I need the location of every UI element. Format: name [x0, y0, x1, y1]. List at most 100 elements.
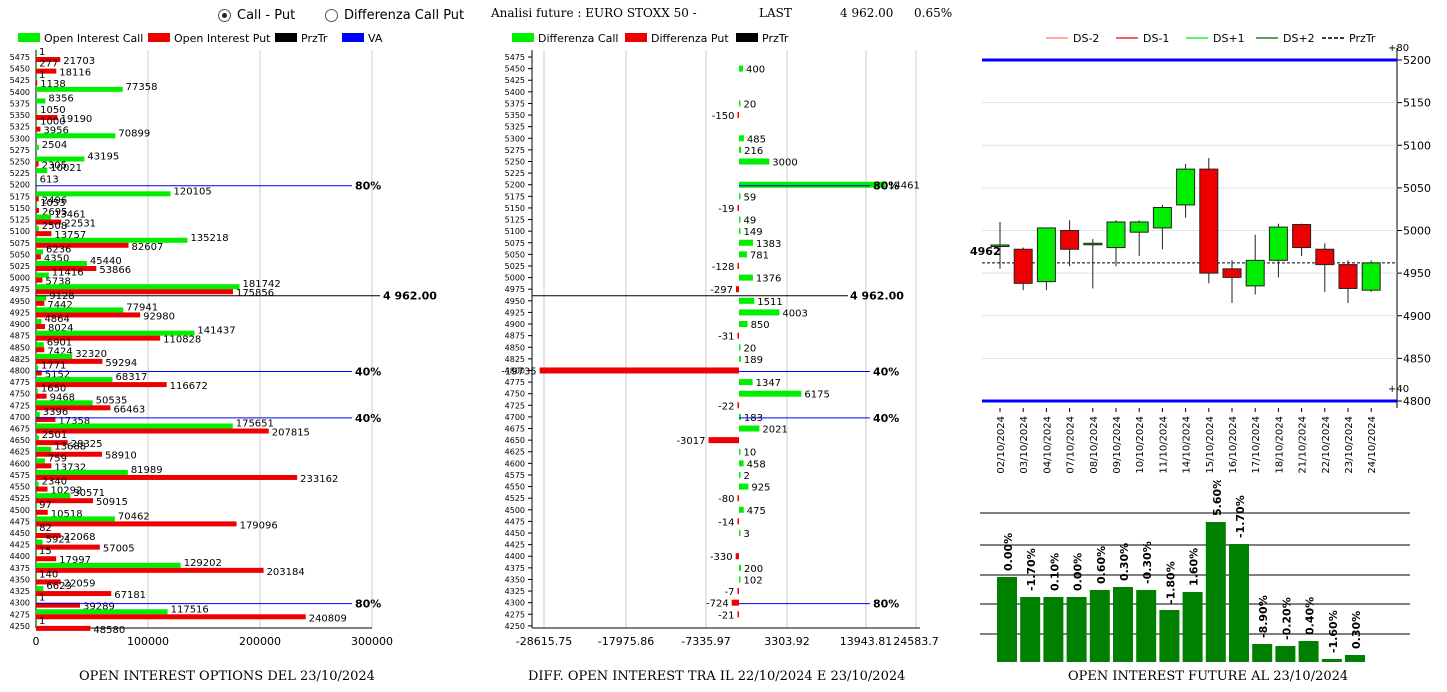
data-label-diff: -150	[712, 111, 735, 122]
data-label-put: 2305	[42, 160, 67, 171]
data-label-call: 81989	[131, 465, 163, 476]
data-label-call: 45440	[90, 256, 122, 267]
bar-put	[36, 289, 233, 295]
strike-label: 4675	[10, 425, 30, 434]
legend-label: PrzTr	[762, 32, 789, 45]
data-label-call: 181742	[243, 279, 281, 290]
legend-swatch	[736, 33, 758, 42]
data-label-call: 5921	[46, 535, 71, 546]
data-label-diff: -128	[712, 262, 735, 273]
data-label-future: -1.60%	[1327, 610, 1340, 653]
bar-diff	[739, 483, 749, 490]
data-label-future: 1.60%	[1188, 548, 1201, 586]
legend-swatch	[512, 33, 534, 42]
bar-future	[997, 577, 1017, 662]
data-label-put: 10292	[51, 486, 83, 497]
data-label-call: 3396	[43, 407, 68, 418]
bar-put	[36, 591, 112, 597]
legend-swatch	[275, 33, 297, 42]
legend-swatch	[148, 33, 170, 42]
legend-label: VA	[368, 32, 383, 45]
x-tick-label: -28615.75	[516, 635, 572, 648]
data-label-put: 203184	[267, 567, 305, 578]
bar-diff	[739, 355, 741, 362]
bar-put	[36, 521, 237, 527]
strike-label: 4400	[505, 552, 525, 561]
future-oi-chart: 0.00% -1.70% 0.10% 0.00% 0.60% 0.30% -0.30% -1.…	[980, 480, 1410, 662]
bar-put	[36, 602, 81, 608]
strike-label: 5150	[10, 204, 30, 213]
bar-call	[36, 609, 168, 615]
data-label-diff: -31	[718, 332, 734, 343]
bar-put	[36, 358, 103, 364]
bar-call	[36, 307, 124, 313]
strike-label: 4850	[10, 343, 30, 352]
data-label-diff: 1511	[757, 297, 782, 308]
data-label-call: 1	[39, 70, 45, 81]
date-label: 24/10/2024	[1367, 416, 1378, 474]
radio-unselected-icon[interactable]	[325, 9, 338, 22]
data-label-put: 17358	[58, 416, 90, 427]
data-label-diff: -724	[706, 599, 729, 610]
strike-label: 4350	[10, 575, 30, 584]
data-label-put: 18116	[59, 68, 91, 79]
bar-call	[36, 133, 116, 139]
data-label-call: 13688	[54, 442, 86, 453]
data-label-diff: -21	[718, 610, 734, 621]
strike-label: 4925	[505, 308, 525, 317]
strike-label: 5350	[10, 111, 30, 120]
legend-label: Open Interest Call	[44, 32, 143, 45]
candle-body	[1060, 230, 1080, 250]
radio-selected-icon[interactable]	[218, 9, 231, 22]
radio-call-put[interactable]: Call - Put	[218, 8, 295, 23]
data-label-diff: 475	[747, 506, 766, 517]
bar-future	[1275, 646, 1296, 662]
bar-call	[36, 388, 38, 394]
data-label-put: 39289	[83, 602, 115, 613]
date-label: 22/10/2024	[1321, 416, 1332, 474]
top-bar: Call - Put Differenza Call Put Analisi f…	[0, 0, 1447, 28]
data-label-call: 4864	[44, 314, 69, 325]
data-label-call: 70462	[118, 511, 150, 522]
data-label-call: 613	[40, 175, 59, 186]
price-label: 4 962.00	[850, 290, 904, 303]
strike-label: 5000	[505, 274, 525, 283]
legend-label: Differenza Call	[538, 32, 618, 45]
data-label-diff: 925	[751, 483, 770, 494]
bar-diff	[739, 297, 755, 304]
data-label-diff: -80	[718, 494, 734, 505]
data-label-call: 97	[39, 500, 52, 511]
strike-label: 4550	[10, 483, 30, 492]
strike-label: 5025	[505, 262, 525, 271]
bar-put	[36, 115, 58, 121]
data-label-call: 68317	[116, 372, 148, 383]
strike-label: 5025	[10, 262, 30, 271]
strike-label: 4300	[505, 599, 525, 608]
date-label: 04/10/2024	[1042, 416, 1053, 474]
data-label-call: 2508	[42, 221, 67, 232]
bar-put	[36, 579, 61, 585]
va-label: 40%	[873, 412, 899, 425]
bar-call	[36, 214, 52, 220]
data-label-diff: -7	[725, 587, 735, 598]
bar-call	[36, 551, 37, 557]
date-label: 21/10/2024	[1298, 416, 1309, 474]
bar-future	[1229, 544, 1249, 662]
candle-body	[1338, 264, 1358, 289]
strike-label: 4525	[10, 494, 30, 503]
data-label-call: 8356	[48, 93, 73, 104]
radio-differenza[interactable]: Differenza Call Put	[325, 8, 464, 23]
bar-call	[36, 272, 49, 278]
data-label-diff: 59	[744, 192, 757, 203]
date-label: 18/10/2024	[1274, 416, 1285, 474]
bar-call	[36, 365, 38, 371]
strike-label: 4750	[505, 390, 525, 399]
bar-put	[36, 533, 61, 539]
bar-diff	[737, 262, 739, 269]
bar-diff	[739, 181, 886, 188]
strike-label: 5400	[505, 88, 525, 97]
data-label-future: 0.10%	[1048, 553, 1061, 591]
bar-call	[36, 63, 37, 69]
strike-label: 4800	[10, 366, 30, 375]
bar-put	[36, 498, 94, 504]
